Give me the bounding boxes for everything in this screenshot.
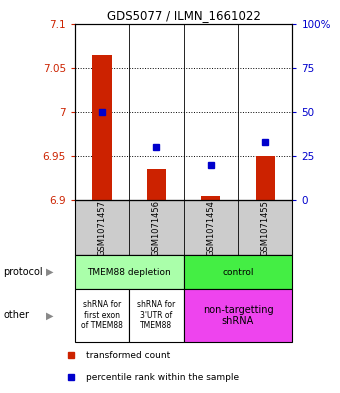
Bar: [256, 156, 275, 200]
Text: ▶: ▶: [46, 267, 53, 277]
Bar: [147, 169, 166, 200]
Text: protocol: protocol: [3, 267, 43, 277]
Title: GDS5077 / ILMN_1661022: GDS5077 / ILMN_1661022: [107, 9, 260, 22]
Bar: [201, 196, 220, 200]
Bar: [75, 255, 184, 289]
Text: ▶: ▶: [46, 310, 53, 320]
Text: GSM1071455: GSM1071455: [261, 200, 270, 256]
Bar: [75, 289, 129, 342]
Text: TMEM88 depletion: TMEM88 depletion: [87, 268, 171, 277]
Text: GSM1071456: GSM1071456: [152, 200, 161, 256]
Text: shRNA for
3'UTR of
TMEM88: shRNA for 3'UTR of TMEM88: [137, 301, 175, 330]
Text: control: control: [222, 268, 254, 277]
Text: shRNA for
first exon
of TMEM88: shRNA for first exon of TMEM88: [81, 301, 123, 330]
Text: GSM1071454: GSM1071454: [206, 200, 215, 256]
Text: non-targetting
shRNA: non-targetting shRNA: [203, 305, 273, 326]
Text: transformed count: transformed count: [86, 351, 170, 360]
Text: percentile rank within the sample: percentile rank within the sample: [86, 373, 239, 382]
Bar: [129, 289, 184, 342]
Bar: [92, 55, 112, 200]
Bar: [184, 289, 292, 342]
Text: other: other: [3, 310, 29, 320]
Text: GSM1071457: GSM1071457: [98, 200, 106, 256]
Bar: [184, 255, 292, 289]
